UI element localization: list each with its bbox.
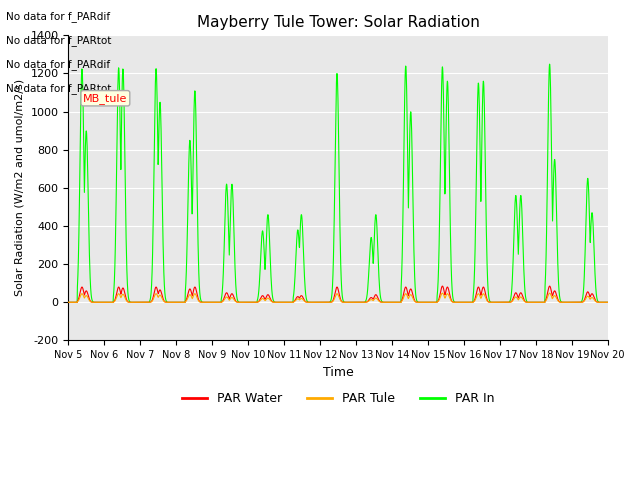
Text: No data for f_PARtot: No data for f_PARtot <box>6 83 112 94</box>
Text: No data for f_PARtot: No data for f_PARtot <box>6 35 112 46</box>
Text: No data for f_PARdif: No data for f_PARdif <box>6 11 111 22</box>
Text: No data for f_PARdif: No data for f_PARdif <box>6 59 111 70</box>
Text: MB_tule: MB_tule <box>83 93 127 104</box>
X-axis label: Time: Time <box>323 366 353 379</box>
Legend: PAR Water, PAR Tule, PAR In: PAR Water, PAR Tule, PAR In <box>177 387 499 410</box>
Y-axis label: Solar Radiation (W/m2 and umol/m2/s): Solar Radiation (W/m2 and umol/m2/s) <box>15 79 25 297</box>
Title: Mayberry Tule Tower: Solar Radiation: Mayberry Tule Tower: Solar Radiation <box>196 15 479 30</box>
